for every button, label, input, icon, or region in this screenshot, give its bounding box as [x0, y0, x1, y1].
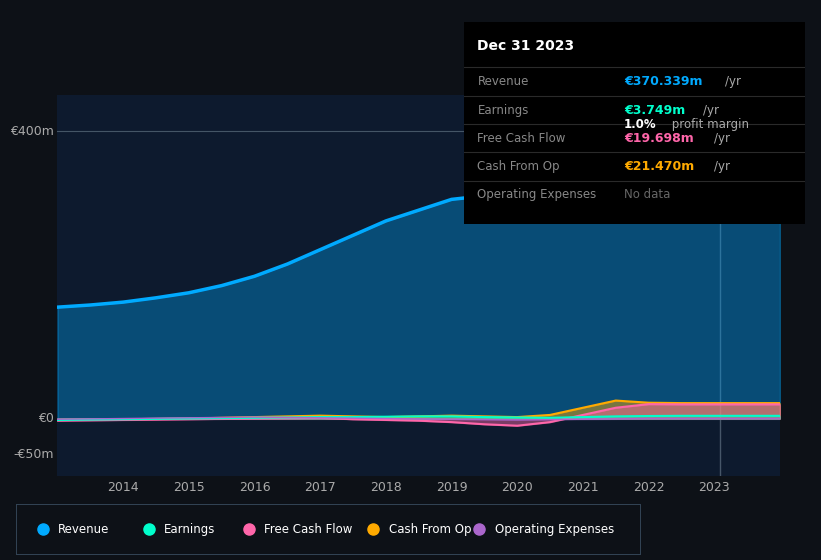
Text: €370.339m: €370.339m [624, 76, 703, 88]
Text: profit margin: profit margin [668, 118, 750, 130]
Text: €400m: €400m [10, 125, 54, 138]
Text: 1.0%: 1.0% [624, 118, 657, 130]
Text: Revenue: Revenue [58, 522, 109, 536]
Text: /yr: /yr [703, 104, 718, 116]
Text: €3.749m: €3.749m [624, 104, 686, 116]
Text: Dec 31 2023: Dec 31 2023 [478, 39, 575, 53]
Text: /yr: /yr [714, 160, 730, 173]
Text: €19.698m: €19.698m [624, 132, 694, 145]
Text: Cash From Op: Cash From Op [389, 522, 471, 536]
Text: Free Cash Flow: Free Cash Flow [264, 522, 352, 536]
Text: Free Cash Flow: Free Cash Flow [478, 132, 566, 145]
Text: Operating Expenses: Operating Expenses [495, 522, 614, 536]
Text: Earnings: Earnings [164, 522, 216, 536]
Text: -€50m: -€50m [13, 448, 54, 461]
Text: Operating Expenses: Operating Expenses [478, 188, 597, 201]
Text: /yr: /yr [725, 76, 741, 88]
Text: €21.470m: €21.470m [624, 160, 695, 173]
Text: /yr: /yr [714, 132, 730, 145]
Text: Revenue: Revenue [478, 76, 529, 88]
Text: Cash From Op: Cash From Op [478, 160, 560, 173]
Text: No data: No data [624, 188, 671, 201]
Text: Earnings: Earnings [478, 104, 529, 116]
Text: €0: €0 [38, 412, 54, 425]
